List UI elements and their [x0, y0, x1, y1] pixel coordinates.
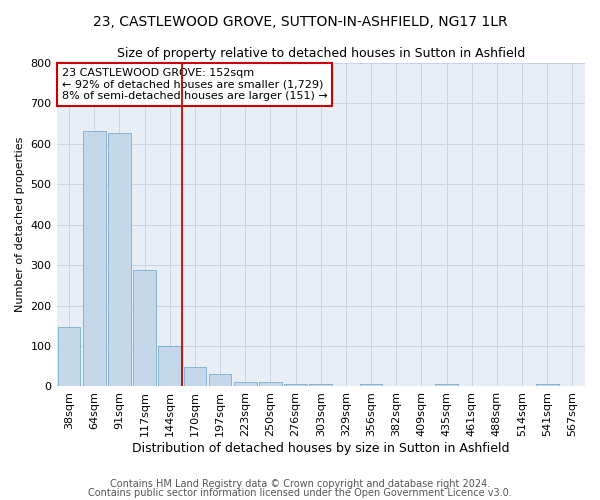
Text: 23 CASTLEWOOD GROVE: 152sqm
← 92% of detached houses are smaller (1,729)
8% of s: 23 CASTLEWOOD GROVE: 152sqm ← 92% of det…	[62, 68, 328, 101]
Bar	[360, 384, 382, 386]
Bar	[435, 384, 458, 386]
Y-axis label: Number of detached properties: Number of detached properties	[15, 137, 25, 312]
Bar	[234, 382, 257, 386]
X-axis label: Distribution of detached houses by size in Sutton in Ashfield: Distribution of detached houses by size …	[132, 442, 509, 455]
Bar	[158, 346, 181, 387]
Bar	[133, 270, 156, 386]
Bar	[83, 131, 106, 386]
Text: 23, CASTLEWOOD GROVE, SUTTON-IN-ASHFIELD, NG17 1LR: 23, CASTLEWOOD GROVE, SUTTON-IN-ASHFIELD…	[92, 15, 508, 29]
Text: Contains public sector information licensed under the Open Government Licence v3: Contains public sector information licen…	[88, 488, 512, 498]
Bar	[284, 384, 307, 386]
Title: Size of property relative to detached houses in Sutton in Ashfield: Size of property relative to detached ho…	[116, 48, 525, 60]
Bar	[58, 326, 80, 386]
Bar	[536, 384, 559, 386]
Bar	[184, 368, 206, 386]
Bar	[209, 374, 232, 386]
Bar	[259, 382, 282, 386]
Bar	[108, 132, 131, 386]
Bar	[310, 384, 332, 386]
Text: Contains HM Land Registry data © Crown copyright and database right 2024.: Contains HM Land Registry data © Crown c…	[110, 479, 490, 489]
